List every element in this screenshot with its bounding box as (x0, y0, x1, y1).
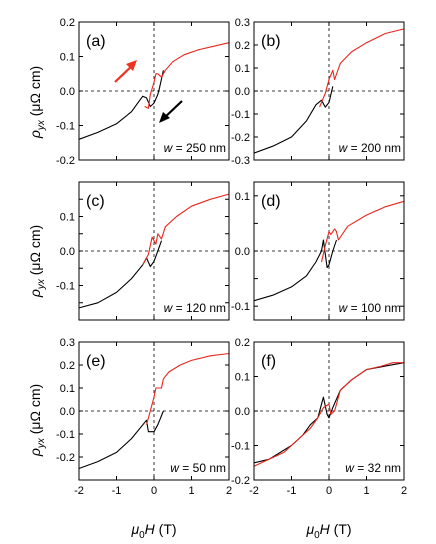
y-tick-label: 0.0 (60, 86, 75, 98)
width-value: = 50 nm (179, 461, 226, 475)
sweep-up-curve (142, 193, 230, 266)
x-axis-label-left: μ0H (T) (130, 521, 176, 541)
panel-d: -0.1 0.0 0.1 (d) w = 100 nm (231, 181, 405, 321)
y-tick-label: 0.0 (235, 246, 250, 258)
y-tick-label: -0.3 (231, 155, 250, 167)
y-tick-label: -0.1 (56, 429, 75, 441)
panel-label: (f) (261, 353, 276, 370)
y-tick-label: -0.1 (231, 441, 250, 453)
y-tick-label: 0.3 (235, 17, 250, 29)
width-annotation: w = 200 nm (339, 141, 401, 155)
panel-label: (e) (86, 353, 106, 370)
sweep-down-curve (253, 86, 334, 154)
width-symbol: w (164, 141, 174, 155)
y-axis-label-bottom: ρyx (μΩ cm) (27, 384, 47, 457)
x-tick-label: 0 (151, 485, 157, 497)
y-tick-label: 0.0 (235, 406, 250, 418)
y-tick-label: 0.0 (60, 406, 75, 418)
panel-a: -0.2 -0.1 0.0 0.1 0.2 (a) w = 250 nm (56, 17, 230, 167)
panel-b: -0.3 -0.2 -0.1 0.0 0.1 0.2 0.3 (b) w = 200 nm (231, 17, 405, 167)
y-tick-label: -0.2 (231, 475, 250, 487)
width-value: = 100 nm (347, 301, 401, 315)
y-tick-label: 0.0 (235, 86, 250, 98)
x-tick-label: 0 (326, 485, 332, 497)
sweep-up-curve (320, 200, 405, 263)
width-annotation: w = 250 nm (164, 141, 226, 155)
y-axis-label-middle: ρyx (μΩ cm) (27, 225, 47, 298)
sweep-up-curve (145, 352, 230, 425)
width-annotation: w = 120 nm (164, 301, 226, 315)
y-tick-label: 0.1 (235, 63, 250, 75)
sweep-up-curve (253, 362, 404, 467)
sweep-up-curve (319, 28, 405, 108)
panel-e: -0.2 -0.1 0.0 0.1 0.2 0.3 -2 -1 0 1 2 (e) w = 50 nm (56, 337, 232, 497)
y-tick-label: 0.0 (60, 246, 75, 258)
x-tick-label: -2 (249, 485, 259, 497)
sweep-up-curve (144, 42, 230, 109)
width-symbol: w (339, 301, 349, 315)
y-tick-label: 0.1 (60, 212, 75, 224)
panel-label: (a) (86, 33, 106, 50)
width-symbol: w (164, 301, 174, 315)
x-tick-label: -1 (112, 485, 122, 497)
sweep-down-curve (253, 239, 338, 302)
panel-label: (c) (86, 193, 105, 210)
panel-label: (b) (261, 33, 281, 50)
sweep-down-curve (78, 70, 164, 140)
y-tick-label: 0.1 (60, 383, 75, 395)
x-tick-label: 2 (401, 485, 407, 497)
x-tick-label: 2 (226, 485, 232, 497)
width-value: = 120 nm (172, 301, 226, 315)
sweep-down-arrow (159, 100, 183, 123)
y-tick-label: 0.2 (60, 17, 75, 29)
y-tick-label: -0.2 (231, 132, 250, 144)
y-tick-label: -0.2 (56, 452, 75, 464)
y-axis-label-top: ρyx (μΩ cm) (27, 66, 47, 139)
sweep-down-curve (78, 410, 164, 470)
y-tick-label: 0.2 (235, 40, 250, 52)
x-tick-label: 1 (188, 485, 194, 497)
x-tick-label: -1 (287, 485, 297, 497)
width-value: = 32 nm (354, 461, 401, 475)
y-tick-label: 0.2 (235, 337, 250, 349)
sweep-down-curve (253, 362, 405, 464)
width-value: = 200 nm (347, 141, 401, 155)
panels-layer: -0.2-0.10.00.10.2(a)w = 250 nm-0.3-0.2-0… (56, 17, 407, 497)
x-tick-label: 1 (363, 485, 369, 497)
panel-label: (d) (261, 193, 281, 210)
sweep-up-arrow (114, 60, 137, 83)
width-value: = 250 nm (172, 141, 226, 155)
y-tick-label: -0.1 (56, 121, 75, 133)
width-symbol: w (345, 461, 355, 475)
panel-c: -0.1 0.0 0.1 (c) w = 120 nm (56, 181, 230, 321)
x-tick-label: -2 (74, 485, 84, 497)
width-annotation: w = 50 nm (170, 461, 226, 475)
y-tick-label: -0.1 (231, 301, 250, 313)
width-symbol: w (170, 461, 180, 475)
y-tick-label: 0.2 (60, 360, 75, 372)
x-axis-label-right: μ0H (T) (305, 521, 351, 541)
y-tick-label: 0.3 (60, 337, 75, 349)
y-tick-label: 0.1 (235, 372, 250, 384)
y-tick-label: 0.1 (235, 191, 250, 203)
y-tick-label: -0.2 (56, 155, 75, 167)
width-annotation: w = 32 nm (345, 461, 401, 475)
y-tick-label: 0.1 (60, 52, 75, 64)
y-tick-label: -0.1 (56, 281, 75, 293)
width-symbol: w (339, 141, 349, 155)
y-tick-label: -0.1 (231, 109, 250, 121)
panel-f: -0.2 -0.1 0.0 0.1 0.2 -2 -1 0 1 2 (f) w = 32 nm (231, 337, 407, 497)
width-annotation: w = 100 nm (339, 301, 401, 315)
